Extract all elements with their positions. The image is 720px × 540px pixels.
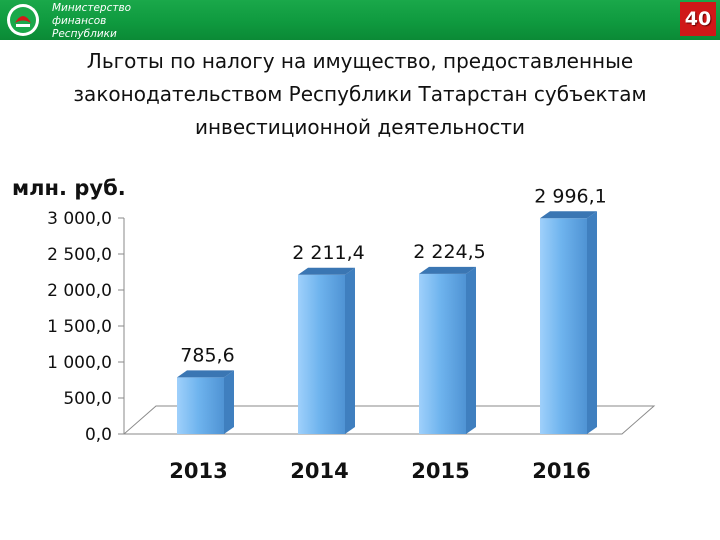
y-axis-unit-label: млн. руб. — [12, 176, 126, 200]
page-number-badge: 40 — [680, 2, 716, 36]
bar-front — [419, 273, 466, 434]
bar-front — [298, 274, 345, 434]
x-category-label: 2013 — [169, 459, 227, 483]
y-tick-label: 500,0 — [63, 389, 112, 409]
y-tick-label: 2 000,0 — [47, 281, 112, 301]
bar-front — [177, 377, 224, 434]
ministry-name-line-1: Министерство — [52, 2, 132, 14]
bar-top — [298, 267, 355, 275]
slide-title-line-2: законодательством Республики Татарстан с… — [73, 82, 647, 106]
bar-side — [345, 267, 355, 434]
bar-top — [177, 370, 234, 378]
bar-2015 — [419, 266, 476, 434]
y-tick-label: 0,0 — [85, 425, 112, 445]
ministry-name-line-3: Республики — [52, 28, 117, 40]
y-tick-label: 3 000,0 — [47, 209, 112, 229]
data-label: 2 224,5 — [413, 241, 486, 263]
slide-title-line-3: инвестиционной деятельности — [194, 115, 526, 139]
bar-2016 — [540, 211, 597, 434]
ministry-name: Министерство финансов Республики — [52, 2, 131, 40]
y-tick-label: 2 500,0 — [47, 245, 112, 265]
bar-top — [419, 266, 476, 274]
bar-front — [540, 218, 587, 434]
bar-top — [540, 211, 597, 219]
x-category-label: 2016 — [532, 459, 590, 483]
header-bar: Министерство финансов Республики 40 — [0, 0, 720, 40]
slide-title: Льготы по налогу на имущество, предостав… — [20, 45, 700, 144]
bar-side — [466, 266, 476, 434]
data-label: 2 211,4 — [292, 242, 365, 264]
y-tick-label: 1 000,0 — [47, 353, 112, 373]
ministry-name-line-2: финансов — [52, 15, 107, 27]
slide-title-line-1: Льготы по налогу на имущество, предостав… — [86, 49, 634, 73]
bar-2013 — [177, 370, 234, 434]
data-label: 2 996,1 — [534, 185, 607, 207]
x-category-label: 2015 — [411, 459, 469, 483]
data-label: 785,6 — [180, 344, 234, 366]
bar-side — [224, 370, 234, 434]
y-tick-label: 1 500,0 — [47, 317, 112, 337]
bar-side — [587, 211, 597, 434]
bar-2014 — [298, 267, 355, 434]
tatarstan-emblem-icon — [7, 4, 39, 36]
x-category-label: 2014 — [290, 459, 348, 483]
